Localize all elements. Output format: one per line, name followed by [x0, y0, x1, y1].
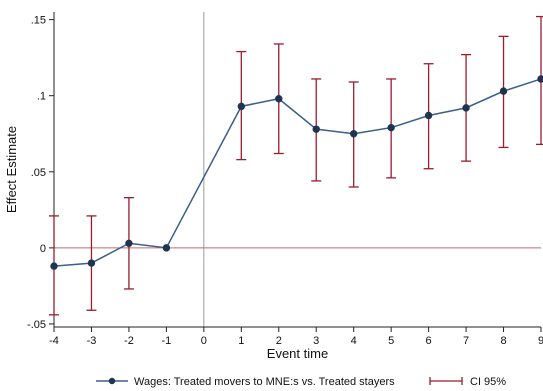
x-tick-label: 2: [276, 335, 282, 347]
y-axis-title: Effect Estimate: [4, 126, 19, 213]
y-tick-label: 0: [40, 243, 46, 255]
x-tick-label: 6: [426, 335, 432, 347]
x-tick-label: 1: [238, 335, 244, 347]
x-tick-label: -2: [124, 335, 134, 347]
x-tick-label: -3: [87, 335, 97, 347]
y-tick-label: .05: [31, 167, 46, 179]
data-point: [387, 123, 395, 132]
confidence-intervals: [49, 15, 543, 316]
data-point: [424, 111, 433, 120]
data-point: [162, 244, 171, 252]
x-tick-label: -4: [49, 335, 59, 347]
x-axis-title: Event time: [267, 346, 328, 361]
data-point: [499, 87, 508, 95]
series: [50, 75, 543, 270]
legend: Wages: Treated movers to MNE:s vs. Treat…: [96, 376, 506, 388]
reference-lines: [54, 12, 541, 327]
axes: Effect Estimate Event time -.05 0 .05 .1 .15…: [4, 12, 543, 361]
x-tick-label: 8: [500, 335, 506, 347]
data-point: [87, 259, 96, 267]
x-tick-label: 3: [313, 335, 319, 347]
x-tick-label: 0: [201, 335, 207, 347]
legend-series-label: Wages: Treated movers to MNE:s vs. Treat…: [134, 376, 395, 388]
y-tick-label: .1: [37, 91, 46, 103]
x-tick-label: 9: [538, 335, 543, 347]
data-point: [125, 239, 133, 248]
data-point: [237, 102, 246, 111]
x-tick-label: -1: [161, 335, 171, 347]
data-point: [462, 104, 470, 112]
data-point: [312, 125, 320, 133]
data-point: [537, 75, 543, 83]
legend-ci-label: CI 95%: [470, 376, 506, 388]
y-tick-label: -.05: [27, 319, 46, 331]
data-point: [50, 262, 58, 270]
y-tick-label: .15: [31, 15, 46, 27]
x-tick-label: 7: [463, 335, 469, 347]
data-point: [349, 130, 358, 138]
x-tick-label: 5: [388, 335, 394, 347]
data-point: [275, 95, 283, 103]
legend-series-swatch-marker: [108, 377, 116, 385]
x-tick-label: 4: [351, 335, 357, 347]
